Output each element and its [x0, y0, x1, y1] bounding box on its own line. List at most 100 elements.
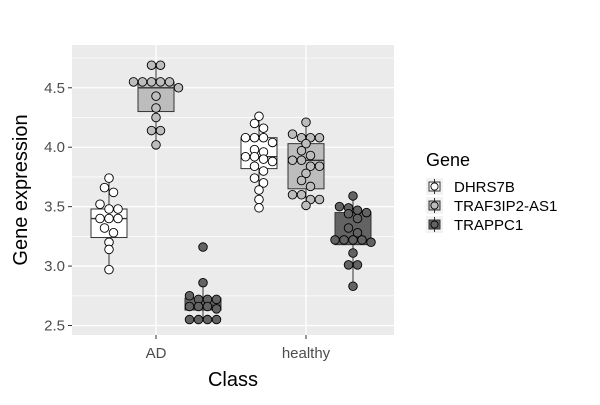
- data-point: [249, 161, 260, 171]
- data-point: [352, 213, 363, 224]
- data-point: [305, 150, 316, 161]
- data-point: [104, 173, 114, 183]
- data-point: [254, 194, 264, 205]
- data-point: [352, 205, 363, 215]
- data-point: [301, 200, 311, 211]
- data-point: [267, 137, 278, 148]
- legend-label: TRAPPC1: [454, 217, 523, 234]
- data-point: [193, 314, 204, 325]
- data-point: [348, 191, 358, 201]
- data-point: [348, 248, 358, 258]
- data-point: [240, 132, 251, 143]
- legend-label: TRAF3IP2-AS1: [454, 198, 557, 215]
- data-point: [164, 77, 175, 87]
- data-point: [202, 314, 213, 325]
- data-point: [155, 125, 166, 136]
- data-point: [146, 77, 157, 87]
- data-point: [314, 132, 325, 143]
- data-point: [249, 151, 260, 162]
- data-point: [361, 207, 372, 218]
- data-point: [352, 228, 363, 238]
- x-tick-label: healthy: [282, 345, 331, 362]
- x-tick-label: AD: [146, 345, 167, 362]
- data-point: [348, 235, 358, 245]
- data-point: [254, 111, 264, 122]
- data-point: [343, 223, 354, 233]
- legend-key-dot: [430, 220, 439, 229]
- data-point: [366, 237, 376, 248]
- data-point: [128, 77, 139, 87]
- data-point: [301, 117, 311, 128]
- data-point: [258, 123, 269, 133]
- data-point: [296, 190, 307, 200]
- data-point: [104, 244, 114, 255]
- legend-key-dot: [430, 182, 439, 191]
- data-point: [343, 209, 354, 219]
- data-point: [330, 235, 340, 245]
- data-point: [254, 185, 264, 195]
- data-point: [254, 203, 264, 213]
- data-point: [287, 155, 298, 166]
- data-point: [113, 204, 123, 214]
- data-point: [305, 181, 316, 192]
- x-axis: AD healthy: [146, 335, 331, 362]
- data-point: [249, 132, 260, 143]
- legend-key-dot: [430, 201, 439, 210]
- data-point: [296, 155, 307, 166]
- data-point: [296, 175, 307, 186]
- data-point: [348, 281, 358, 292]
- legend-key-trappc1: [426, 216, 443, 233]
- data-point: [198, 242, 208, 252]
- legend-key-dhrs7b: [426, 178, 443, 195]
- data-point: [99, 182, 110, 193]
- data-point: [108, 228, 119, 238]
- legend-key-traf3ip2-as1: [426, 197, 443, 214]
- y-tick-label: 3.0: [44, 258, 65, 275]
- data-point: [343, 260, 354, 270]
- data-point: [193, 301, 204, 312]
- y-tick-label: 2.5: [44, 317, 65, 334]
- data-point: [314, 161, 325, 171]
- data-point: [198, 277, 208, 288]
- data-point: [211, 294, 222, 305]
- data-point: [95, 199, 105, 210]
- data-point: [104, 204, 114, 214]
- data-point: [267, 156, 278, 167]
- data-point: [211, 314, 222, 325]
- data-point: [287, 129, 298, 139]
- legend-title: Gene: [426, 150, 470, 170]
- data-point: [104, 213, 114, 224]
- data-point: [287, 190, 298, 200]
- data-point: [352, 260, 363, 270]
- legend-label: DHRS7B: [454, 179, 515, 196]
- data-point: [334, 201, 345, 212]
- data-point: [258, 132, 269, 143]
- data-point: [184, 314, 195, 325]
- data-point: [151, 91, 161, 101]
- points: [95, 60, 376, 325]
- data-point: [137, 77, 148, 87]
- data-point: [104, 264, 114, 275]
- data-point: [301, 138, 311, 149]
- data-point: [184, 291, 195, 301]
- data-point: [151, 140, 161, 150]
- data-point: [151, 103, 161, 113]
- data-point: [202, 301, 213, 312]
- data-point: [173, 83, 184, 93]
- y-tick-label: 3.5: [44, 199, 65, 216]
- y-axis: 2.5 3.0 3.5 4.0 4.5: [44, 80, 72, 334]
- data-point: [296, 146, 307, 156]
- data-point: [258, 166, 269, 176]
- data-point: [108, 187, 119, 198]
- panel-background: [72, 45, 394, 335]
- data-point: [211, 304, 222, 314]
- data-point: [249, 173, 260, 183]
- data-point: [99, 223, 110, 233]
- y-tick-label: 4.0: [44, 139, 65, 156]
- data-point: [95, 213, 105, 224]
- data-point: [240, 151, 251, 162]
- data-point: [113, 213, 123, 224]
- data-point: [258, 178, 269, 188]
